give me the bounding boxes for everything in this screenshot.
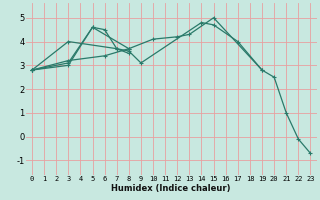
X-axis label: Humidex (Indice chaleur): Humidex (Indice chaleur) [111,184,231,193]
